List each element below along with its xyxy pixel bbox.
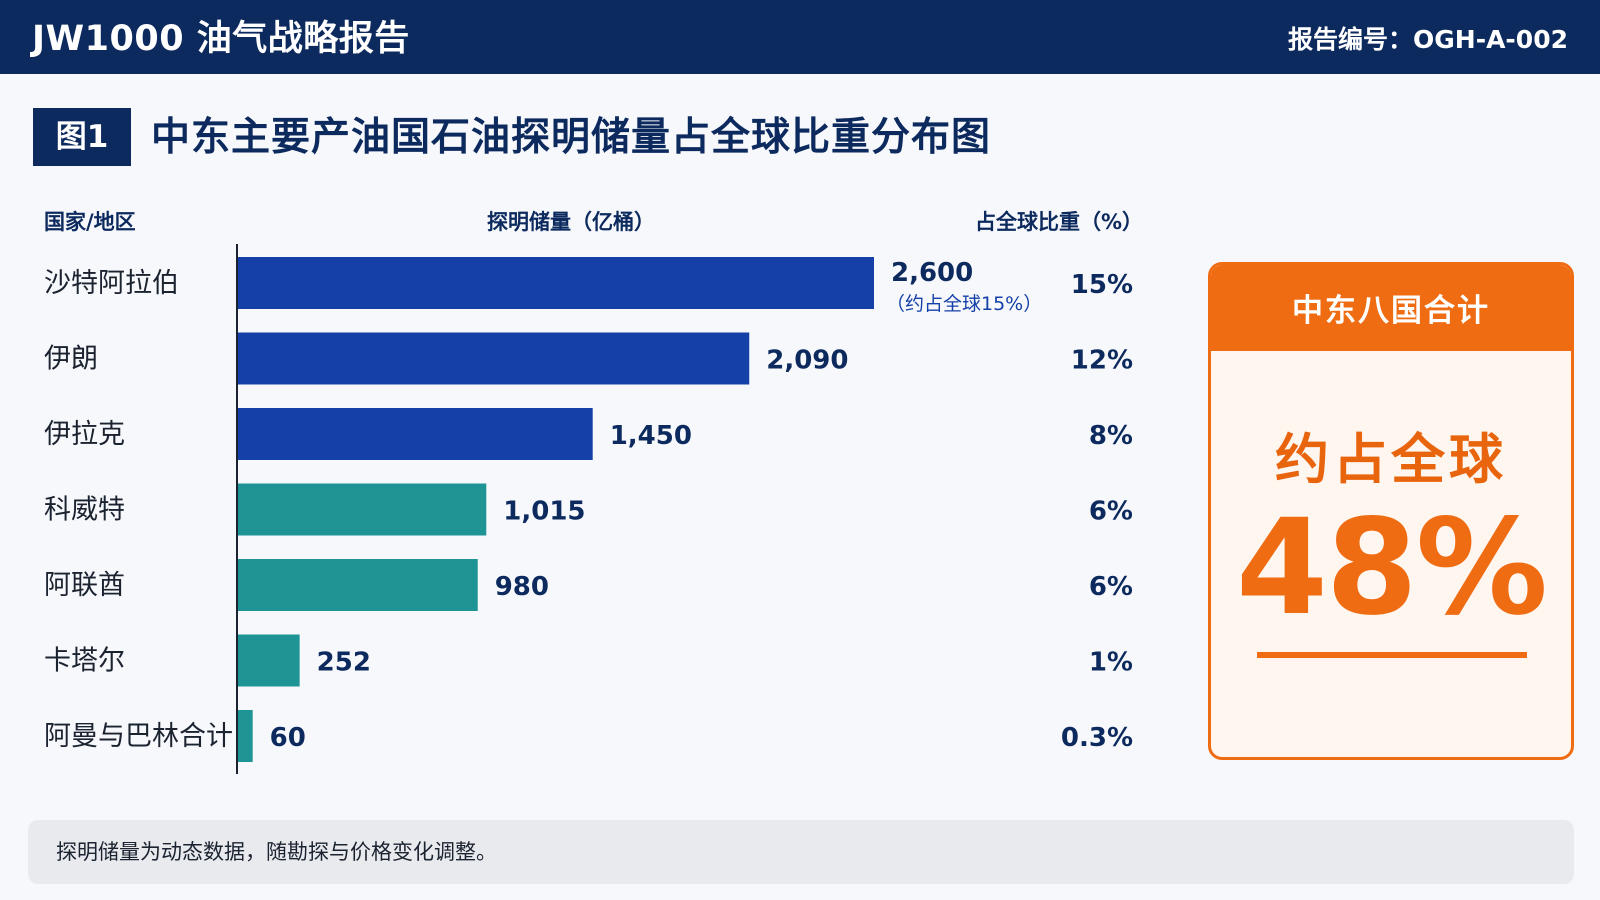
report-title: JW1000 油气战略报告	[32, 19, 410, 59]
reserves-bar-chart: 沙特阿拉伯 2,600 （约占全球15%） 15% 伊朗 2,090 12% 伊拉克 1,450…	[44, 244, 1133, 774]
report-number: 报告编号：OGH-A-002	[1288, 25, 1568, 54]
value-label: 1,450	[610, 421, 692, 451]
footnote: 探明储量为动态数据，随勘探与价格变化调整。	[28, 820, 1574, 884]
bar	[238, 408, 593, 460]
share-label: 12%	[1071, 346, 1133, 376]
country-column-header: 国家/地区	[44, 210, 136, 234]
value-label: 1,015	[503, 497, 585, 527]
bar-annotation: （约占全球15%）	[886, 293, 1042, 315]
category-label: 沙特阿拉伯	[44, 268, 179, 299]
value-label: 980	[495, 572, 549, 602]
value-label: 2,090	[766, 346, 848, 376]
category-label: 伊拉克	[44, 419, 125, 450]
share-label: 15%	[1071, 270, 1133, 300]
share-label: 1%	[1089, 648, 1133, 678]
reserves-column-header: 探明储量（亿桶）	[487, 210, 655, 234]
total-card-underline	[1257, 652, 1527, 658]
total-card-value: 48%	[1236, 491, 1548, 645]
category-label: 科威特	[44, 495, 125, 526]
category-label: 阿曼与巴林合计	[44, 721, 233, 752]
share-label: 6%	[1089, 572, 1133, 602]
bar	[238, 559, 478, 611]
total-card-subtitle: 约占全球	[1275, 428, 1507, 491]
figure-badge: 图1	[33, 108, 131, 166]
category-label: 阿联酋	[44, 570, 125, 601]
value-label: 2,600	[891, 258, 973, 288]
value-label: 60	[270, 723, 306, 753]
total-share-card: 中东八国合计 约占全球 48%	[1208, 262, 1574, 760]
share-label: 0.3%	[1061, 723, 1133, 753]
bar	[238, 257, 874, 309]
bar	[238, 634, 300, 687]
share-label: 8%	[1089, 421, 1133, 451]
header-bar: JW1000 油气战略报告 报告编号：OGH-A-002	[0, 0, 1600, 74]
bar	[238, 483, 487, 536]
bar	[238, 332, 750, 385]
category-label: 卡塔尔	[44, 646, 125, 677]
total-card-title: 中东八国合计	[1211, 265, 1571, 351]
figure-title: 中东主要产油国石油探明储量占全球比重分布图	[151, 115, 992, 160]
bar	[238, 710, 253, 762]
value-label: 252	[317, 648, 371, 678]
category-label: 伊朗	[44, 344, 98, 375]
share-column-header: 占全球比重（%）	[975, 210, 1144, 234]
share-label: 6%	[1089, 497, 1133, 527]
